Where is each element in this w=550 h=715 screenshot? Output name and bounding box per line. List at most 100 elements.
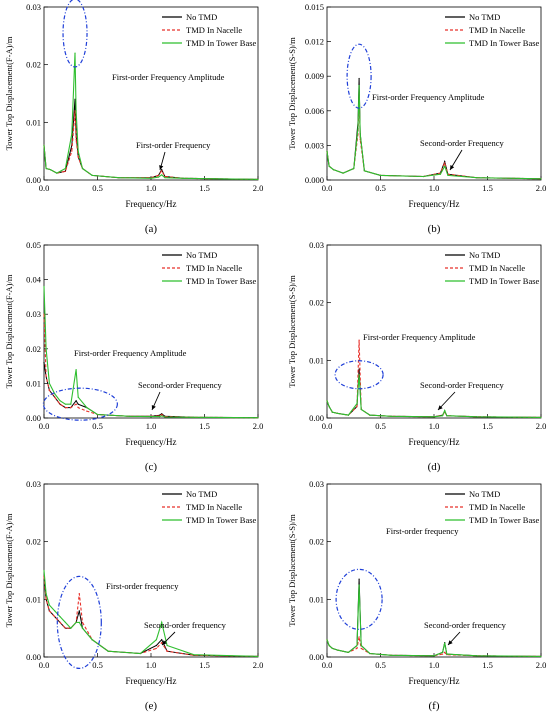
data-point bbox=[161, 621, 163, 624]
panel-b: 0.0 0.5 1.0 1.5 2.0 0.000 0.003 0.006 0.009 0.012… bbox=[287, 2, 546, 235]
y-axis-label: Tower Top Displacement(F-A)/m bbox=[4, 513, 14, 627]
data-point bbox=[358, 84, 360, 87]
x-axis-label: Frequency/Hz bbox=[409, 437, 460, 447]
data-point bbox=[54, 610, 56, 612]
data-point bbox=[166, 644, 168, 647]
panel-label: (e) bbox=[145, 700, 158, 712]
x-tick-label: 1.5 bbox=[199, 660, 210, 670]
data-point bbox=[326, 639, 328, 641]
panel-c: 0.0 0.5 1.0 1.5 2.0 0.00 0.01 0.02 0.03 0.04 0.05 F… bbox=[4, 240, 263, 473]
data-point bbox=[74, 52, 76, 54]
x-tick-label: 1.5 bbox=[482, 421, 493, 431]
arrow-head bbox=[450, 165, 455, 170]
data-point bbox=[161, 641, 163, 644]
data-point bbox=[75, 621, 77, 624]
panel-label: (c) bbox=[145, 461, 158, 473]
y-tick-label: 0.00 bbox=[309, 652, 324, 662]
x-tick-label: 1.5 bbox=[199, 421, 210, 431]
data-point bbox=[70, 407, 72, 409]
annotation-text: Second-order Frequency bbox=[420, 380, 505, 390]
legend-entry: TMD In Tower Base bbox=[186, 38, 257, 48]
y-tick-label: 0.00 bbox=[26, 175, 41, 185]
data-point bbox=[118, 177, 120, 179]
panel-a: 0.0 0.5 1.0 1.5 2.0 0.00 0.01 0.02 0.03 Frequency… bbox=[4, 0, 263, 235]
data-point bbox=[59, 621, 61, 624]
data-point bbox=[77, 407, 79, 409]
data-point bbox=[78, 610, 80, 612]
arrow-head bbox=[151, 405, 156, 410]
data-point bbox=[257, 178, 259, 181]
data-point bbox=[71, 133, 73, 135]
data-point bbox=[56, 172, 58, 174]
series-line-tmd-in-tower-base bbox=[43, 570, 259, 657]
x-tick-label: 0.5 bbox=[92, 421, 103, 431]
data-point bbox=[332, 169, 335, 171]
data-point bbox=[161, 169, 163, 171]
data-point bbox=[157, 174, 160, 176]
data-point bbox=[540, 178, 542, 180]
data-point bbox=[363, 170, 366, 172]
data-point bbox=[43, 285, 45, 288]
x-tick-label: 1.5 bbox=[482, 183, 493, 193]
data-point bbox=[49, 169, 52, 171]
data-point bbox=[64, 407, 66, 409]
x-tick-label: 1.0 bbox=[146, 421, 157, 431]
data-point bbox=[444, 409, 446, 412]
y-tick-label: 0.03 bbox=[26, 2, 41, 12]
annotation-text: Second-order frequency bbox=[424, 620, 507, 630]
data-point bbox=[422, 175, 424, 178]
data-point bbox=[360, 644, 362, 647]
legend-entry: No TMD bbox=[186, 12, 217, 22]
data-point bbox=[356, 405, 358, 408]
annotation-text: First-order Frequency Amplitude bbox=[372, 92, 485, 102]
panel-e: 0.0 0.5 1.0 1.5 2.0 0.00 0.01 0.02 0.03 Frequency… bbox=[4, 479, 263, 712]
data-point bbox=[64, 403, 66, 405]
y-tick-label: 0.02 bbox=[26, 344, 41, 354]
data-point bbox=[43, 362, 45, 364]
data-point bbox=[353, 167, 355, 170]
x-tick-label: 2.0 bbox=[253, 660, 264, 670]
x-tick-label: 2.0 bbox=[536, 183, 547, 193]
data-point bbox=[86, 407, 88, 409]
annotation-text: First-order frequency bbox=[106, 581, 179, 591]
data-point bbox=[54, 396, 56, 398]
data-point bbox=[257, 417, 259, 419]
y-tick-label: 0.03 bbox=[26, 309, 41, 319]
y-axis-label: Tower Top Displacement(F-A)/m bbox=[4, 274, 14, 388]
data-point bbox=[444, 165, 446, 167]
data-point bbox=[45, 598, 47, 600]
data-point bbox=[107, 650, 109, 652]
data-point bbox=[150, 177, 152, 179]
data-point bbox=[86, 410, 88, 412]
data-point bbox=[81, 627, 84, 629]
legend-entry: TMD In Tower Base bbox=[469, 276, 540, 286]
data-point bbox=[331, 411, 333, 413]
y-tick-label: 0.01 bbox=[26, 117, 41, 127]
data-point bbox=[441, 415, 444, 417]
series-line-tmd-in-tower-base bbox=[326, 374, 542, 418]
data-point bbox=[75, 110, 77, 112]
data-point bbox=[48, 604, 50, 606]
x-tick-label: 0.5 bbox=[92, 183, 103, 193]
data-point bbox=[360, 647, 362, 649]
data-point bbox=[257, 655, 259, 658]
y-tick-label: 0.01 bbox=[309, 355, 324, 365]
y-tick-label: 0.012 bbox=[305, 37, 324, 47]
data-point bbox=[75, 133, 77, 135]
data-point bbox=[75, 139, 77, 141]
x-tick-label: 0.0 bbox=[39, 183, 50, 193]
data-point bbox=[43, 313, 45, 315]
data-point bbox=[433, 416, 435, 418]
data-point bbox=[70, 403, 72, 405]
data-point bbox=[155, 647, 157, 649]
data-point bbox=[71, 150, 73, 152]
data-point bbox=[444, 642, 446, 644]
data-point bbox=[45, 348, 47, 350]
panel-f: 0.0 0.5 1.0 1.5 2.0 0.00 0.01 0.02 0.03 Frequency… bbox=[287, 479, 546, 712]
data-point bbox=[357, 127, 359, 129]
data-point bbox=[476, 177, 478, 179]
data-point bbox=[45, 592, 47, 595]
x-tick-label: 1.5 bbox=[199, 183, 210, 193]
data-point bbox=[369, 414, 371, 416]
